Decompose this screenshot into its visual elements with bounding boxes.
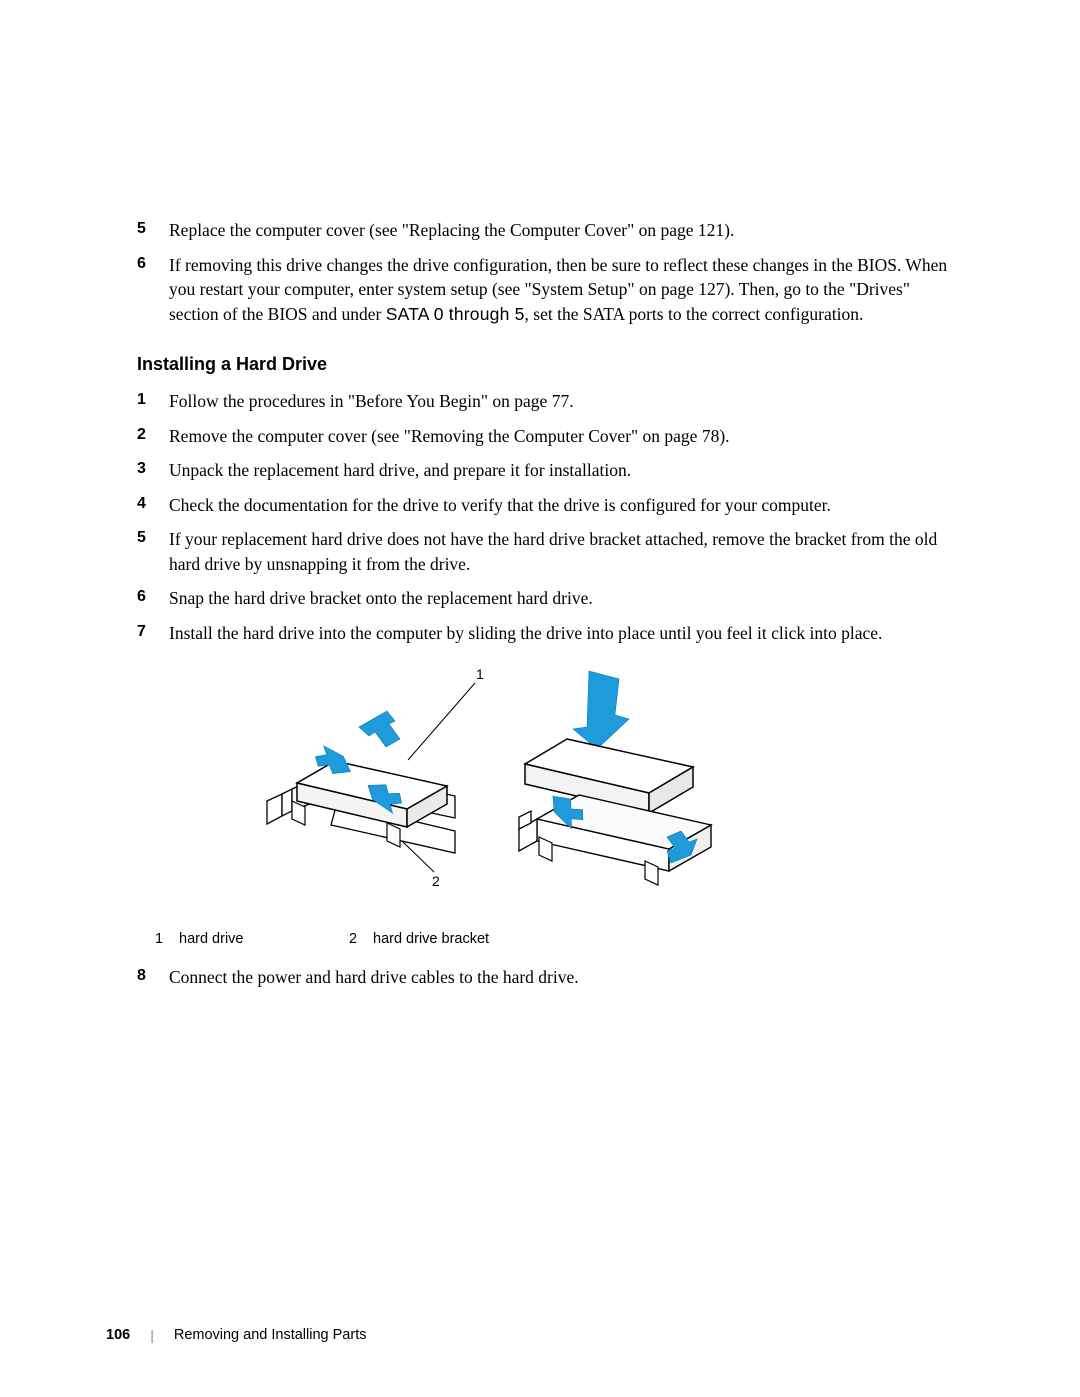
legend-num: 2 (349, 931, 373, 947)
step-number: 3 (137, 458, 169, 483)
step-number: 5 (137, 218, 169, 243)
step-number: 6 (137, 586, 169, 611)
step-number: 8 (137, 965, 169, 990)
figure-svg: 1 2 (137, 661, 961, 921)
install-step: 4Check the documentation for the drive t… (137, 493, 961, 518)
left-assembly (267, 711, 455, 853)
bios-setting: SATA 0 through 5 (386, 304, 525, 324)
step-text: If your replacement hard drive does not … (169, 527, 961, 576)
legend-num: 1 (155, 931, 179, 947)
step-text: Replace the computer cover (see "Replaci… (169, 218, 961, 243)
footer-separator: | (150, 1327, 154, 1343)
install-step: 1Follow the procedures in "Before You Be… (137, 389, 961, 414)
callout-1-line (408, 683, 475, 760)
step-text-after: , set the SATA ports to the correct conf… (525, 304, 864, 324)
callout-2-label: 2 (432, 873, 440, 889)
install-step: 6Snap the hard drive bracket onto the re… (137, 586, 961, 611)
step-number: 5 (137, 527, 169, 576)
step-number: 6 (137, 253, 169, 327)
step-5: 5 Replace the computer cover (see "Repla… (137, 218, 961, 243)
right-assembly (519, 671, 711, 885)
step-6: 6 If removing this drive changes the dri… (137, 253, 961, 327)
arrow-icon (359, 711, 400, 747)
page-number: 106 (106, 1327, 130, 1343)
chapter-title: Removing and Installing Parts (174, 1327, 367, 1343)
step-number: 7 (137, 621, 169, 646)
step-text: Snap the hard drive bracket onto the rep… (169, 586, 961, 611)
figure-legend: 1 hard drive 2 hard drive bracket (155, 931, 961, 947)
page-content: 5 Replace the computer cover (see "Repla… (137, 218, 961, 1000)
section-heading: Installing a Hard Drive (137, 354, 961, 375)
install-step: 3Unpack the replacement hard drive, and … (137, 458, 961, 483)
step-number: 1 (137, 389, 169, 414)
step-text: Follow the procedures in "Before You Beg… (169, 389, 961, 414)
step-text: Connect the power and hard drive cables … (169, 965, 961, 990)
step-text: Install the hard drive into the computer… (169, 621, 961, 646)
step-text: Unpack the replacement hard drive, and p… (169, 458, 961, 483)
figure-harddrive-install: 1 2 (137, 661, 961, 921)
arrow-down-icon (573, 671, 629, 749)
callout-1-label: 1 (476, 666, 484, 682)
page-footer: 106 | Removing and Installing Parts (106, 1327, 366, 1343)
step-8: 8 Connect the power and hard drive cable… (137, 965, 961, 990)
install-steps: 1Follow the procedures in "Before You Be… (137, 389, 961, 645)
step-text: Check the documentation for the drive to… (169, 493, 961, 518)
install-step: 7Install the hard drive into the compute… (137, 621, 961, 646)
legend-label: hard drive bracket (373, 931, 543, 947)
step-text: Remove the computer cover (see "Removing… (169, 424, 961, 449)
install-step: 5If your replacement hard drive does not… (137, 527, 961, 576)
legend-label: hard drive (179, 931, 349, 947)
install-step: 2Remove the computer cover (see "Removin… (137, 424, 961, 449)
step-number: 2 (137, 424, 169, 449)
step-text: If removing this drive changes the drive… (169, 253, 961, 327)
step-number: 4 (137, 493, 169, 518)
